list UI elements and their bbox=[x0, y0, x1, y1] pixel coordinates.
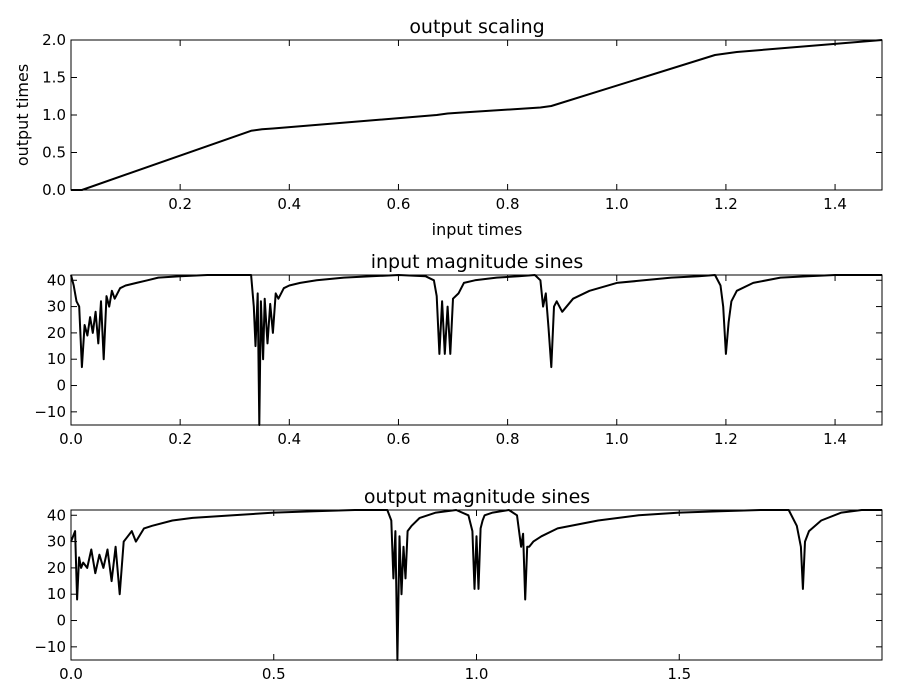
x-tick-label: 0.8 bbox=[496, 430, 520, 448]
x-axis-label: input times bbox=[432, 220, 523, 239]
series-line bbox=[71, 39, 883, 191]
y-tick-label: 20 bbox=[47, 324, 66, 342]
x-tick-label: 0.8 bbox=[496, 195, 520, 213]
series-line bbox=[70, 509, 882, 661]
axes-frame bbox=[70, 509, 883, 661]
y-tick-label: 10 bbox=[47, 585, 66, 603]
x-tick-label: 0.2 bbox=[168, 430, 192, 448]
x-tick-label: 0.6 bbox=[387, 430, 411, 448]
x-tick-label: 0.6 bbox=[387, 195, 411, 213]
y-tick-label: 0 bbox=[56, 377, 66, 395]
x-tick-label: 1.0 bbox=[605, 430, 629, 448]
panel-output-scaling: output scaling 0.2 0.4 0.6 0.8 1.0 1.2 1.40.00… bbox=[13, 16, 883, 239]
x-tick-label: 1.0 bbox=[605, 195, 629, 213]
y-tick-label: 40 bbox=[47, 506, 66, 524]
chart-title: output magnitude sines bbox=[364, 486, 590, 508]
y-axis-label: output times bbox=[13, 64, 32, 166]
x-tick-label: 1.5 bbox=[667, 665, 691, 683]
y-tick-label: −10 bbox=[34, 403, 66, 421]
y-tick-label: 10 bbox=[47, 350, 66, 368]
y-tick-label: 2.0 bbox=[42, 31, 66, 49]
x-tick-label: 1.2 bbox=[714, 430, 738, 448]
x-tick-label: 0.0 bbox=[59, 665, 83, 683]
y-tick-label: 20 bbox=[47, 559, 66, 577]
y-tick-label: 40 bbox=[47, 271, 66, 289]
x-tick-label: 1.4 bbox=[823, 195, 847, 213]
y-tick-label: 0 bbox=[56, 612, 66, 630]
y-tick-label: 0.0 bbox=[42, 181, 66, 199]
y-tick-label: 1.0 bbox=[42, 106, 66, 124]
y-tick-label: 30 bbox=[47, 533, 66, 551]
panel-input-magnitude-sines: input magnitude sines 0.0 0.2 0.4 0.6 0.8 1.0… bbox=[34, 251, 883, 448]
y-tick-label: −10 bbox=[34, 638, 66, 656]
y-tick-label: 30 bbox=[47, 298, 66, 316]
axes: 0.0 0.2 0.4 0.6 0.8 1.0 1.2 1.4 −10 0 10 20 30 40 bbox=[34, 271, 883, 448]
axes-frame bbox=[70, 274, 883, 426]
axes-frame bbox=[70, 39, 883, 191]
chart-title: output scaling bbox=[409, 16, 544, 38]
chart-title: input magnitude sines bbox=[371, 251, 584, 273]
x-tick-label: 0.5 bbox=[262, 665, 286, 683]
x-tick-label: 1.0 bbox=[465, 665, 489, 683]
y-tick-label: 1.5 bbox=[42, 69, 66, 87]
series-line bbox=[70, 274, 882, 426]
panel-output-magnitude-sines: output magnitude sines 0.0 0.5 1.0 1.5 −10 0 1… bbox=[34, 486, 883, 683]
x-tick-label: 0.4 bbox=[277, 195, 301, 213]
axes: 0.0 0.5 1.0 1.5 −10 0 10 20 30 40 bbox=[34, 506, 883, 683]
x-tick-label: 1.4 bbox=[823, 430, 847, 448]
axes: 0.2 0.4 0.6 0.8 1.0 1.2 1.4 0.0 0.5 1.0 1.5 2.0 bbox=[42, 31, 883, 213]
y-tick-label: 0.5 bbox=[42, 144, 66, 162]
x-tick-label: 1.2 bbox=[714, 195, 738, 213]
x-tick-label: 0.2 bbox=[168, 195, 192, 213]
x-tick-label: 0.4 bbox=[277, 430, 301, 448]
x-tick-label: 0.0 bbox=[59, 430, 83, 448]
